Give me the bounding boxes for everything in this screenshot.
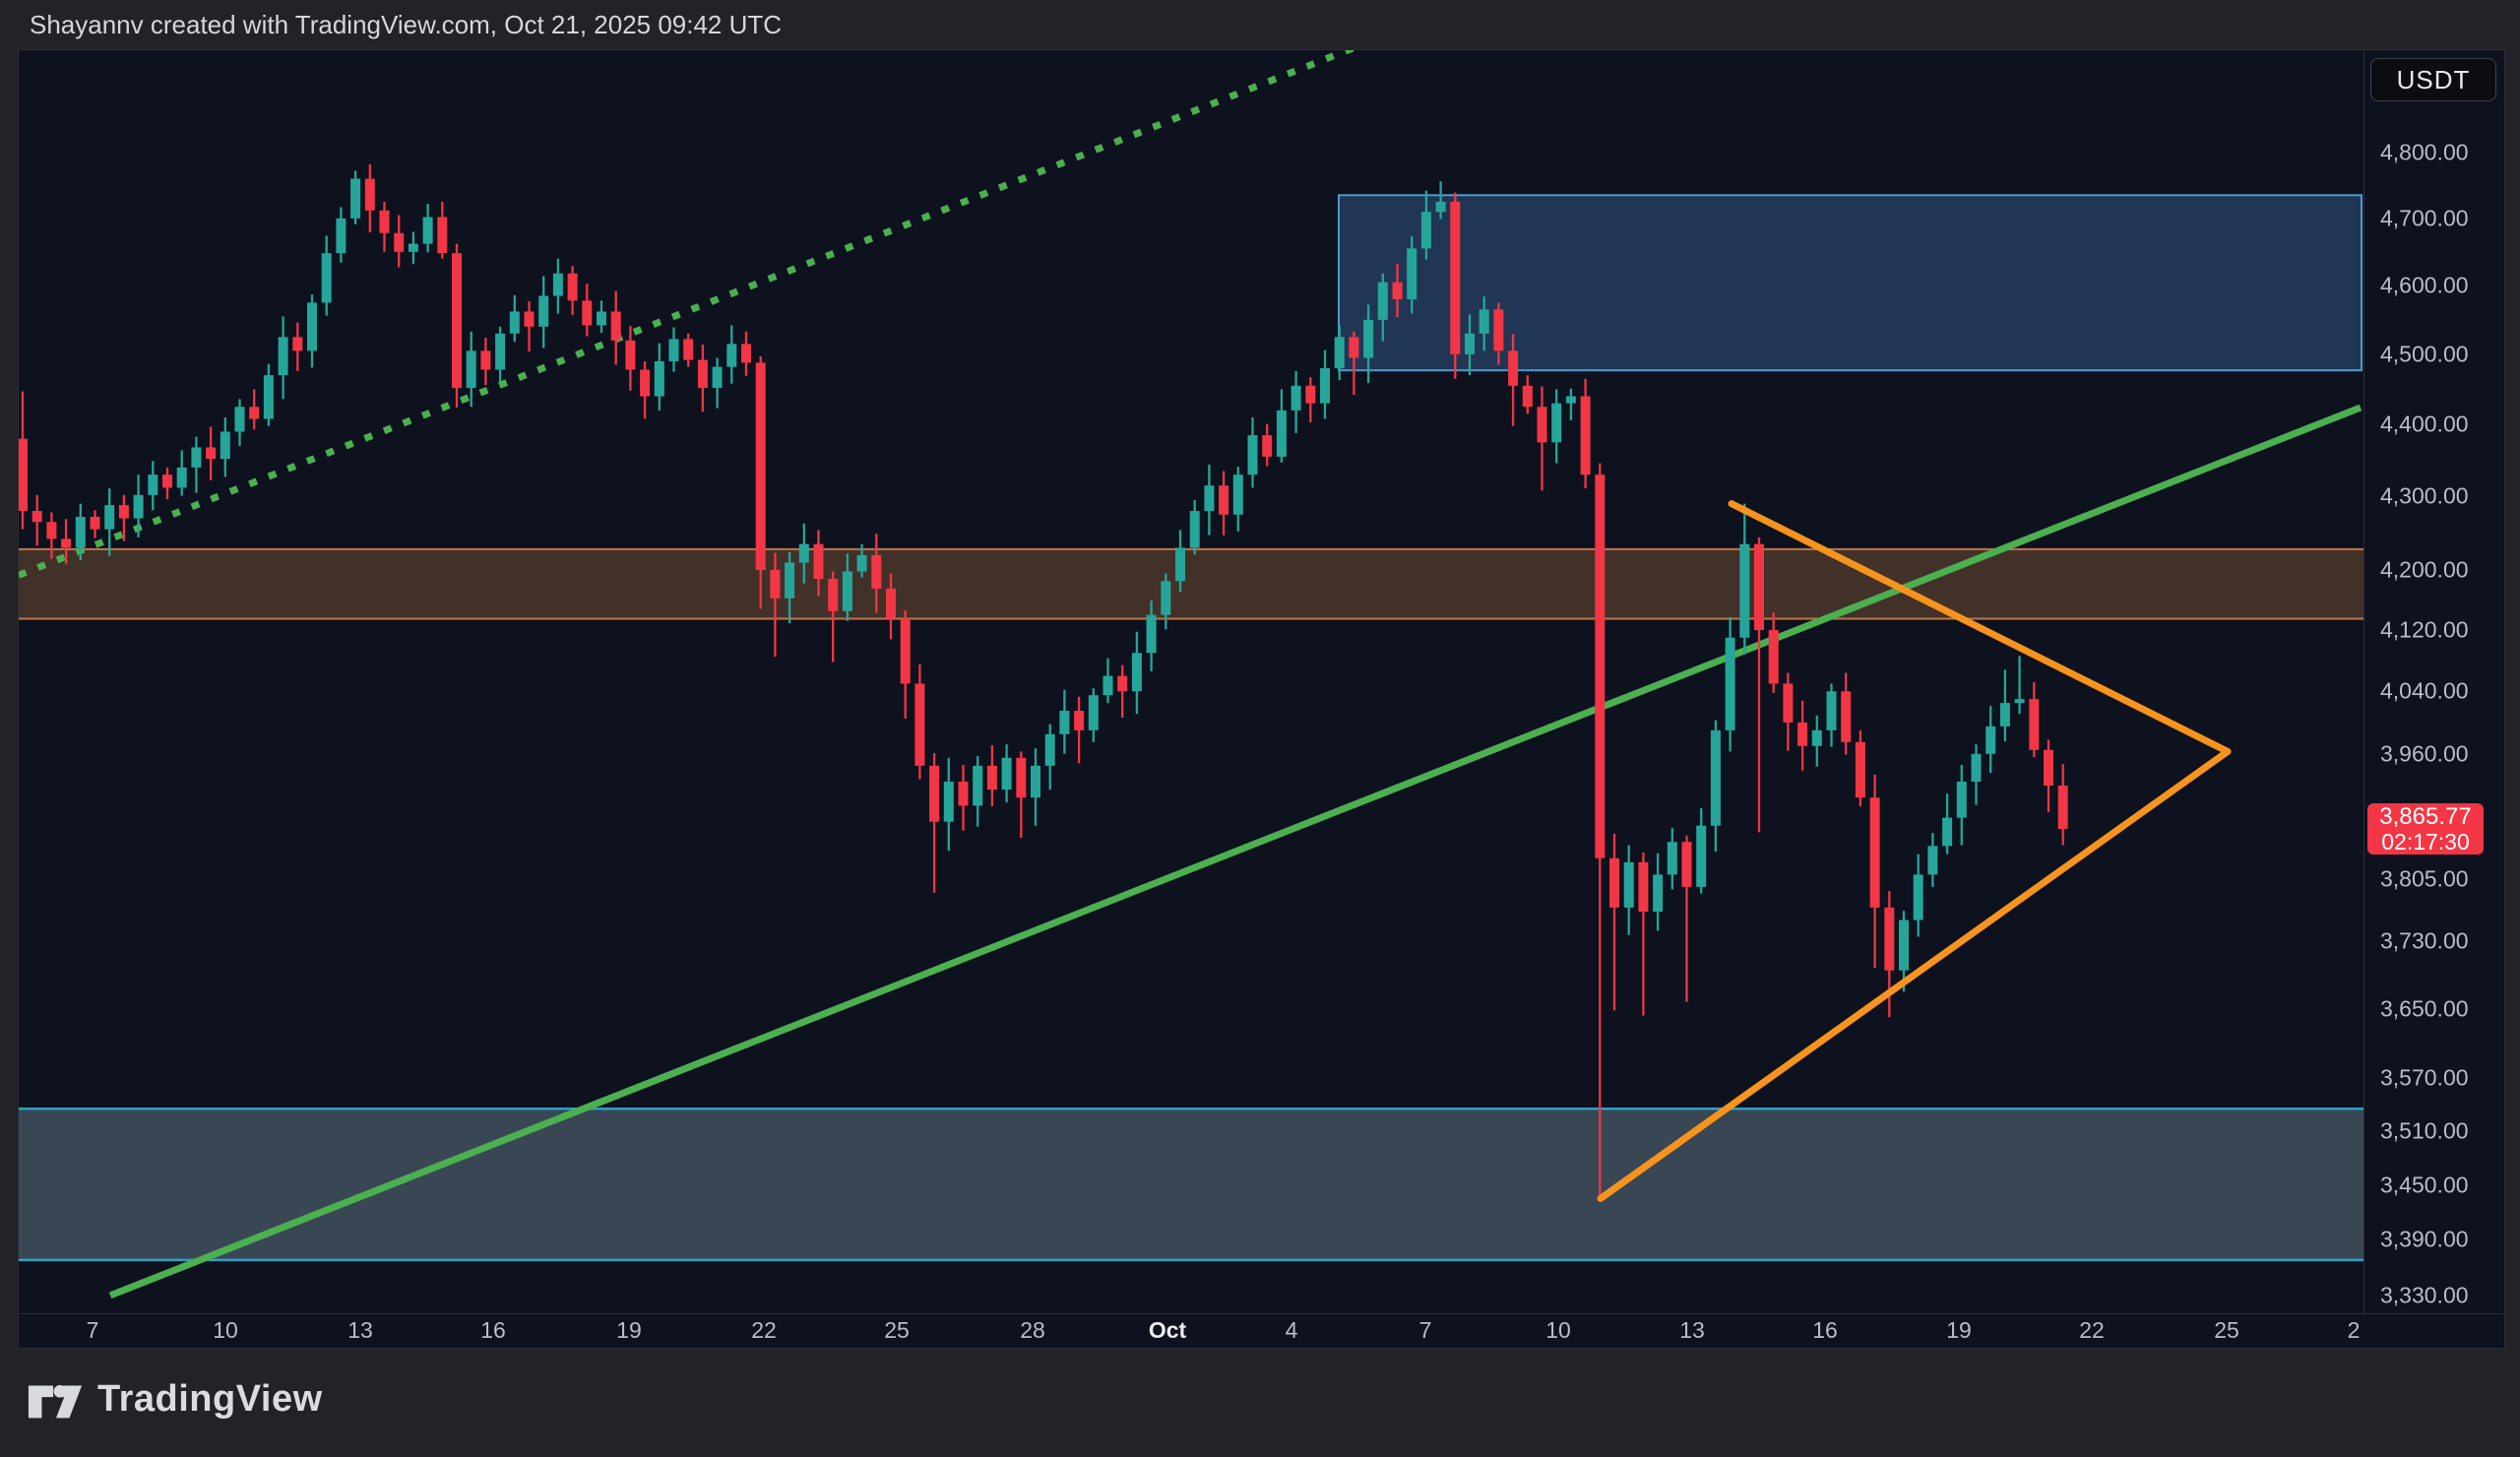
price-tick-label: 3,390.00 — [2380, 1226, 2469, 1252]
price-tick-label: 4,300.00 — [2380, 482, 2469, 509]
demand-zone — [19, 1109, 2363, 1260]
time-tick-label: 19 — [616, 1317, 642, 1343]
time-tick-label: 25 — [2214, 1317, 2239, 1343]
price-tick-label: 3,650.00 — [2380, 995, 2469, 1022]
price-chart-canvas[interactable] — [19, 50, 2363, 1313]
price-tick-label: 3,330.00 — [2380, 1282, 2469, 1308]
time-tick-label: 4 — [1285, 1317, 1298, 1343]
price-tick-label: 4,700.00 — [2380, 205, 2469, 231]
bar-countdown: 02:17:30 — [2381, 829, 2470, 855]
tradingview-logo-text: TradingView — [97, 1377, 323, 1420]
time-tick-label: 7 — [86, 1317, 99, 1343]
price-tick-label: 4,600.00 — [2380, 272, 2469, 298]
price-tick-label: 4,120.00 — [2380, 616, 2469, 643]
time-tick-label: 19 — [1946, 1317, 1972, 1343]
price-tick-label: 3,805.00 — [2380, 865, 2469, 892]
dotted-uptrend-line — [19, 50, 1357, 579]
time-tick-label: 10 — [213, 1317, 238, 1343]
time-tick-label: 22 — [751, 1317, 777, 1343]
tradingview-logo[interactable]: TradingView — [27, 1376, 323, 1422]
time-tick-label: 13 — [1679, 1317, 1705, 1343]
attribution-text: Shayannv created with TradingView.com, O… — [30, 10, 783, 39]
price-tick-label: 4,040.00 — [2380, 677, 2469, 704]
price-tick-label: 4,800.00 — [2380, 139, 2469, 165]
price-tick-label: 3,960.00 — [2380, 740, 2469, 767]
chart-header: Shayannv created with TradingView.com, O… — [0, 0, 2520, 49]
time-tick-label: 22 — [2079, 1317, 2105, 1343]
time-tick-label: 25 — [884, 1317, 910, 1343]
resistance-box — [1338, 194, 2362, 372]
triangle-lower-line — [1597, 747, 2232, 1202]
time-tick-label: 10 — [1545, 1317, 1571, 1343]
price-tick-label: 4,500.00 — [2380, 341, 2469, 367]
triangle-upper-line — [1728, 500, 2232, 755]
price-axis[interactable]: USDT 4,800.00 4,700.00 4,600.00 4,500.00 4,4… — [2363, 50, 2504, 1313]
last-price-badge: 3,865.77 02:17:30 — [2367, 803, 2484, 855]
time-tick-label: 28 — [1020, 1317, 1045, 1343]
price-tick-label: 3,570.00 — [2380, 1064, 2469, 1091]
support-trendline — [108, 404, 2362, 1299]
price-tick-label: 3,730.00 — [2380, 927, 2469, 954]
chart-widget: USDT 4,800.00 4,700.00 4,600.00 4,500.00 4,4… — [18, 49, 2505, 1349]
price-tick-label: 3,450.00 — [2380, 1172, 2469, 1198]
currency-chip[interactable]: USDT — [2370, 58, 2496, 101]
price-tick-label: 3,510.00 — [2380, 1117, 2469, 1144]
time-tick-label: 7 — [1418, 1317, 1432, 1343]
currency-chip-label: USDT — [2396, 64, 2471, 95]
tradingview-logo-icon — [28, 1384, 83, 1419]
price-tick-label: 4,400.00 — [2380, 411, 2469, 437]
supply-zone — [19, 548, 2363, 619]
time-tick-label: 16 — [1812, 1317, 1838, 1343]
time-axis[interactable]: 7 10 13 16 19 22 25 28 Oct 4 7 10 13 16 19 22 25 2 — [19, 1313, 2504, 1348]
time-tick-label: 13 — [347, 1317, 373, 1343]
time-tick-label-month: Oct — [1148, 1317, 1187, 1343]
price-tick-label: 4,200.00 — [2380, 556, 2469, 583]
time-tick-label: 2 — [2347, 1317, 2361, 1343]
last-price-value: 3,865.77 — [2379, 803, 2472, 831]
time-tick-label: 16 — [480, 1317, 506, 1343]
